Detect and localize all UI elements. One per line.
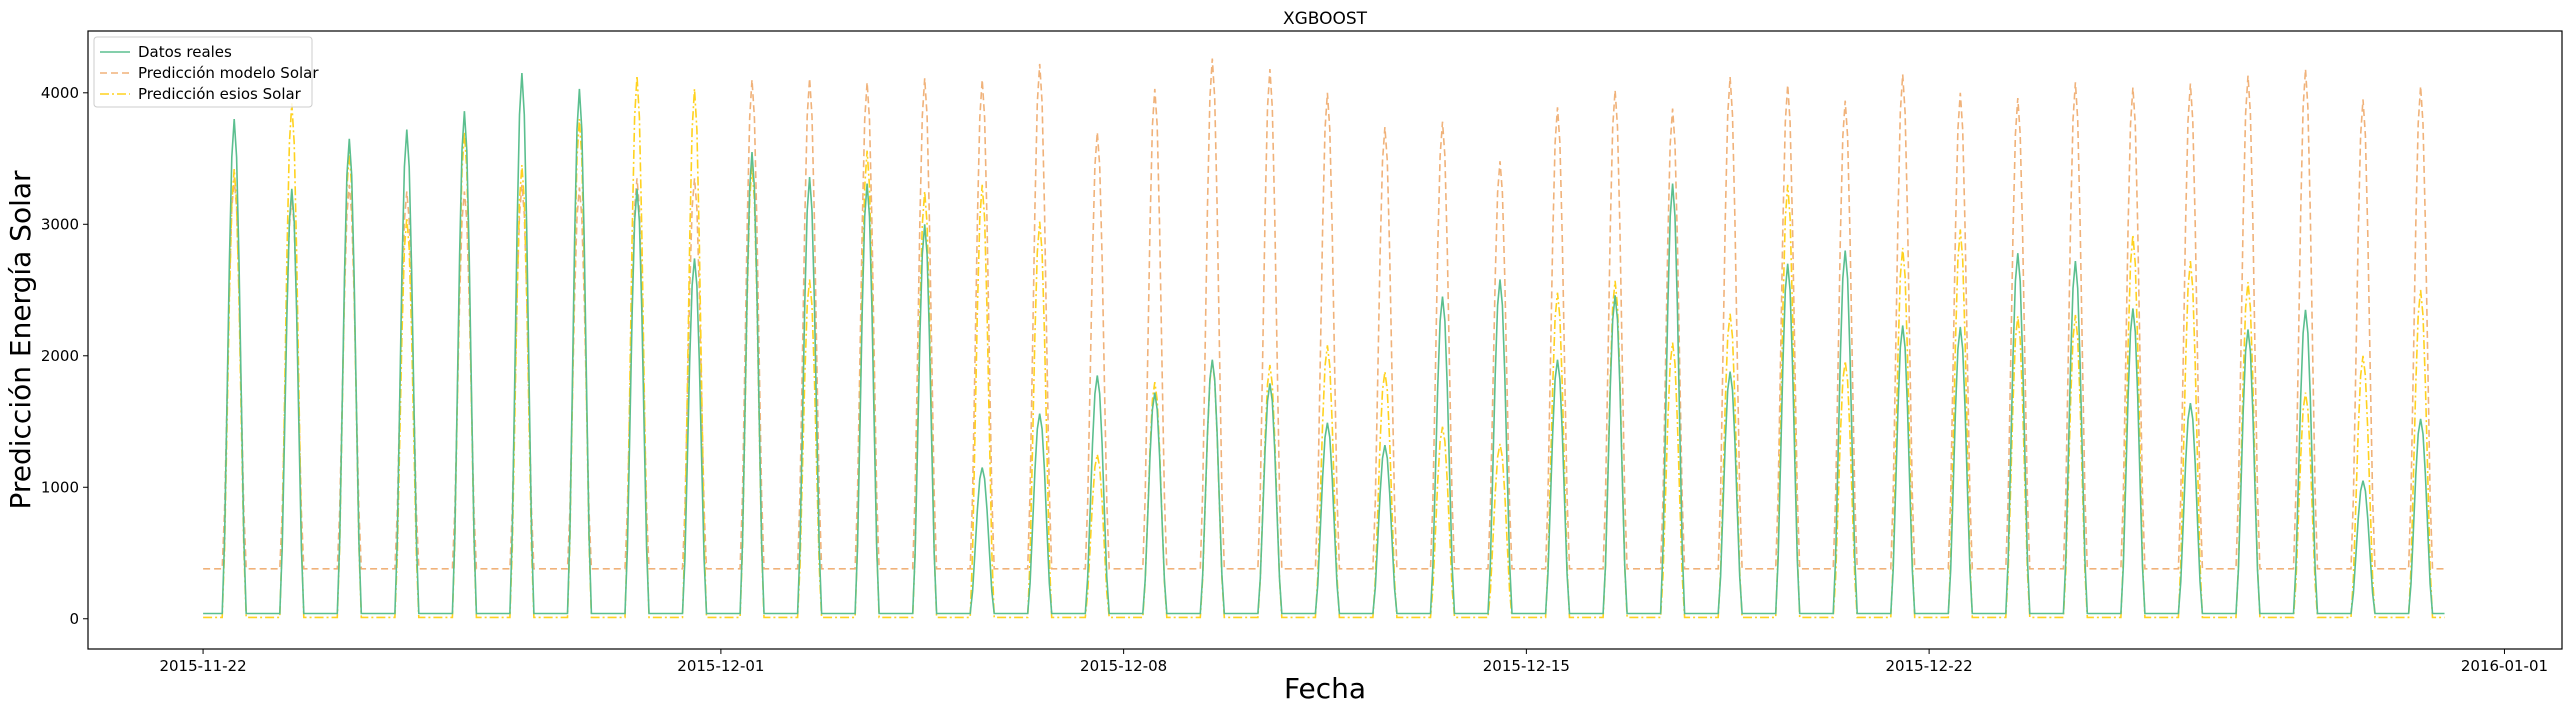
x-tick-label: 2015-12-08 [1080, 657, 1167, 675]
legend-label: Datos reales [138, 43, 232, 61]
y-tick-label: 4000 [41, 84, 79, 102]
x-axis-title: Fecha [1284, 672, 1366, 705]
y-axis-ticks: 0 1000 2000 3000 4000 [41, 84, 88, 628]
legend-label: Predicción esios Solar [138, 85, 302, 103]
series-layer [203, 58, 2445, 619]
legend-box [93, 36, 313, 108]
y-tick-label: 3000 [41, 215, 79, 233]
y-tick-label: 2000 [41, 347, 79, 365]
x-tick-label: 2015-12-01 [677, 657, 764, 675]
plot-frame [87, 30, 2563, 650]
series-line-2 [203, 58, 2445, 570]
x-tick-label: 2015-12-15 [1483, 657, 1570, 675]
x-tick-label: 2015-11-22 [159, 657, 246, 675]
y-tick-label: 0 [69, 610, 79, 628]
x-tick-label: 2016-01-01 [2461, 657, 2548, 675]
chart-title: XGBOOST [1283, 9, 1368, 29]
y-tick-label: 1000 [41, 478, 79, 496]
y-axis-title: Predicción Energía Solar [4, 170, 37, 510]
x-tick-label: 2015-12-22 [1886, 657, 1973, 675]
series-line-1 [203, 73, 2445, 615]
legend: Datos reales Predicción modelo Solar Predi… [93, 36, 319, 108]
legend-label: Predicción modelo Solar [138, 64, 319, 82]
x-axis-ticks: 2015-11-22 2015-12-01 2015-12-08 2015-12-15… [159, 649, 2548, 675]
